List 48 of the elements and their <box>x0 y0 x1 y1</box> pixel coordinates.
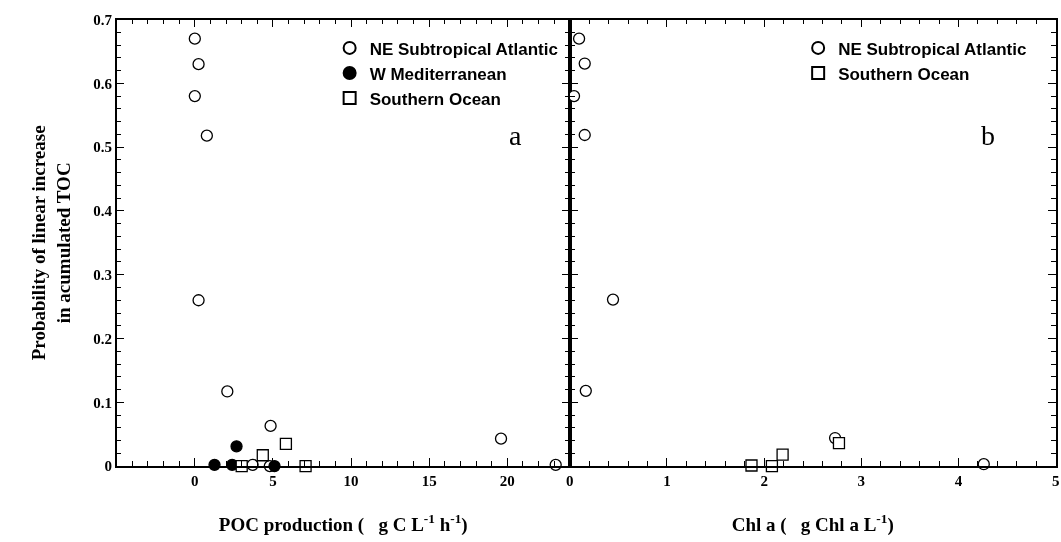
point <box>578 128 591 142</box>
point <box>745 459 758 472</box>
legend-label: NE Subtropical Atlantic <box>838 39 1027 59</box>
y-tick-label: 0.6 <box>93 75 113 92</box>
legend-label: W Mediterranean <box>369 64 507 84</box>
x-tick-label: 1 <box>663 472 671 489</box>
annotation: a <box>509 120 522 151</box>
point <box>832 437 846 450</box>
point <box>192 294 205 307</box>
point <box>200 129 213 142</box>
y-axis-title: Probability of linear increase in acumulated TOC <box>27 125 74 361</box>
x-tick-label: 2 <box>760 472 768 489</box>
legend-label: Southern Ocean <box>838 64 970 84</box>
x-tick-label: 20 <box>499 472 515 489</box>
point <box>192 58 205 71</box>
x-tick-label: 5 <box>1051 472 1060 489</box>
y-tick-label: 0 <box>104 458 112 475</box>
y-tick-label: 0.5 <box>93 139 112 156</box>
point <box>279 437 293 450</box>
y-tick-label: 0.1 <box>93 394 112 411</box>
point <box>264 419 277 433</box>
x-tick-label: 5 <box>269 472 277 489</box>
point <box>776 448 789 461</box>
y-tick-label: 0.3 <box>93 266 112 283</box>
point <box>256 449 269 462</box>
point <box>494 432 508 445</box>
annotation: b <box>981 120 995 151</box>
y-tick-label: 0.4 <box>93 203 113 220</box>
point <box>188 32 201 45</box>
point <box>578 57 591 70</box>
legend-label: NE Subtropical Atlantic <box>369 39 558 59</box>
point <box>221 385 234 398</box>
point <box>606 293 620 306</box>
point <box>188 89 201 103</box>
x-tick-label: 3 <box>857 472 866 489</box>
legend-label: Southern Ocean <box>369 89 501 109</box>
point <box>579 384 592 397</box>
x-axis-title: POC production ( g C L$^{-1}$ h$^{-1}$) <box>218 511 468 537</box>
x-tick-label: 4 <box>954 472 963 489</box>
x-tick-label: 0 <box>566 472 574 489</box>
x-tick-label: 0 <box>191 472 199 489</box>
point <box>230 440 243 453</box>
point <box>572 32 586 45</box>
x-tick-label: 10 <box>343 472 359 489</box>
y-tick-label: 0.7 <box>93 11 113 28</box>
x-axis-title: Chl a ( g Chl a L$^{-1}$) <box>731 511 894 537</box>
x-tick-label: 15 <box>421 472 437 489</box>
y-tick-label: 0.2 <box>93 330 112 347</box>
